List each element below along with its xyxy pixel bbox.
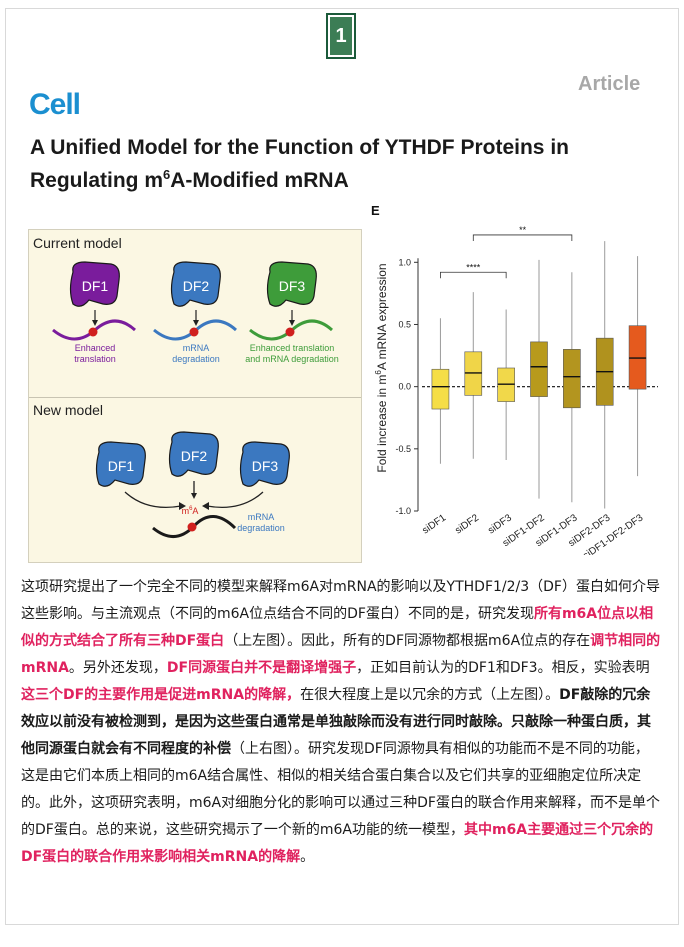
title-line-2: Regulating m6A-Modified mRNA xyxy=(30,161,670,194)
title-part: A-Modified mRNA xyxy=(170,169,349,192)
arrow-head-icon xyxy=(289,320,295,326)
article-type-tag: Article xyxy=(578,73,641,95)
protein-label: DF1 xyxy=(108,458,135,474)
y-tick-label: 0.5 xyxy=(398,319,411,329)
text-segment: 这项研究提出了一个完全不同的模型来解释m6A对mRNA的影响以及YTHDF1/2… xyxy=(21,579,660,622)
text-segment: DF同源蛋白并不是翻译增强子 xyxy=(166,660,357,676)
outcome-caption: degradation xyxy=(172,354,220,364)
paper-title: A Unified Model for the Function of YTHD… xyxy=(30,134,670,194)
m6a-site-icon xyxy=(88,327,98,337)
box-plot-chart: Fold increase in m6A mRNA expression 1.0 0… xyxy=(374,225,658,555)
outcome-caption: and mRNA degradation xyxy=(245,354,339,364)
outcome-caption: translation xyxy=(74,354,116,364)
protein-df1-icon xyxy=(95,441,146,487)
text-segment: （上左图）。因此，所有的DF同源物都根据m6A位点的存在 xyxy=(224,633,591,649)
text-segment: ，正如目前认为的DF1和DF3。相反，实验表明 xyxy=(356,660,650,676)
text-segment: 所有m6A位点以相似的方式结合了所有三种DF蛋白 xyxy=(21,606,654,649)
current-model-heading: Current model xyxy=(33,235,122,251)
protein-df1-icon xyxy=(69,261,120,307)
text-segment: 在很大程度上是以冗余的方式（上左图）。 xyxy=(300,687,560,703)
page-number: 1 xyxy=(330,17,352,55)
y-axis-label-part: A mRNA expression xyxy=(375,263,389,370)
m6a-label-part: A xyxy=(192,506,198,516)
arrow-head-icon xyxy=(179,502,186,510)
arrow-head-icon xyxy=(92,320,98,326)
arrow-head-icon xyxy=(193,320,199,326)
protein-df3-icon xyxy=(239,441,290,487)
box-siDF1-DF3 xyxy=(563,349,581,409)
significance-label: ** xyxy=(519,225,527,235)
text-segment: 。另外还发现， xyxy=(68,660,167,676)
text-segment: DF敲除的冗余效应以前没有被检测到，是因为这些蛋白通常是单独敲除而没有进行同时敲… xyxy=(21,687,651,757)
text-segment: 其中m6A主要通过三个冗余的DF蛋白的联合作用来影响相关mRNA的降解 xyxy=(21,822,654,865)
protein-label: DF1 xyxy=(82,278,109,294)
outcome-caption: mRNA xyxy=(248,512,275,522)
outcome-caption: degradation xyxy=(237,523,285,533)
protein-label: DF3 xyxy=(279,278,306,294)
m6a-site-icon xyxy=(187,522,197,532)
page-number-badge: 1 xyxy=(326,13,356,59)
text-segment: 。 xyxy=(300,849,315,865)
significance-label: **** xyxy=(466,262,481,272)
protein-label: DF2 xyxy=(183,278,210,294)
journal-logo: Cell xyxy=(29,88,81,121)
summary-paragraph: 这项研究提出了一个完全不同的模型来解释m6A对mRNA的影响以及YTHDF1/2… xyxy=(21,574,661,871)
y-tick-label: 0.0 xyxy=(398,382,411,392)
protein-df2-icon xyxy=(170,261,221,307)
m6a-label-superscript: 6 xyxy=(189,506,193,512)
panel-label: E xyxy=(371,203,380,218)
x-tick-label: siDF2 xyxy=(453,512,481,536)
protein-df3-icon xyxy=(266,261,317,307)
m6a-label-part: m xyxy=(182,506,190,516)
y-tick-label: -0.5 xyxy=(395,444,411,454)
outcome-caption: mRNA xyxy=(183,343,210,353)
y-axis-label: Fold increase in m6A mRNA expression xyxy=(374,263,389,472)
arrow-line xyxy=(206,491,264,509)
significance-bracket xyxy=(472,234,573,241)
text-segment: 这三个DF的主要作用是促进mRNA的降解， xyxy=(21,687,301,703)
new-model-heading: New model xyxy=(33,402,104,418)
x-tick-label: siDF1 xyxy=(420,512,448,536)
arrow-head-icon xyxy=(191,493,197,499)
arrow-line xyxy=(124,491,182,509)
y-tick-label: -1.0 xyxy=(395,506,411,516)
protein-label: DF3 xyxy=(252,458,279,474)
outcome-caption: Enhanced translation xyxy=(250,343,335,353)
outcome-caption: Enhanced xyxy=(75,343,116,353)
protein-df2-icon xyxy=(168,431,219,477)
box-siDF1 xyxy=(431,368,450,410)
title-line-1: A Unified Model for the Function of YTHD… xyxy=(30,136,569,159)
panel-divider xyxy=(29,397,361,398)
y-axis-label-superscript: 6 xyxy=(374,370,383,375)
y-axis-label-part: Fold increase in m xyxy=(375,375,389,473)
arrow-head-icon xyxy=(202,502,209,510)
protein-label: DF2 xyxy=(181,448,208,464)
m6a-site-icon xyxy=(189,327,199,337)
title-part: Regulating m xyxy=(30,169,164,192)
text-segment: 调节相同的mRNA xyxy=(21,633,661,676)
m6a-site-icon xyxy=(285,327,295,337)
y-tick-label: 1.0 xyxy=(398,257,411,267)
model-diagram: DF1EnhancedtranslationDF2mRNAdegradation… xyxy=(52,261,339,538)
m6a-label: m6A xyxy=(182,506,199,516)
text-segment: （上右图）。研究发现DF同源物具有相似的功能而不是不同的功能，这是由它们本质上相… xyxy=(21,741,660,838)
graphical-abstract-panel: Current model New model DF1 Enhanced trans… xyxy=(28,229,362,563)
title-superscript: 6 xyxy=(163,167,171,182)
significance-bracket xyxy=(440,271,507,279)
box-siDF1-DF2 xyxy=(530,341,548,397)
